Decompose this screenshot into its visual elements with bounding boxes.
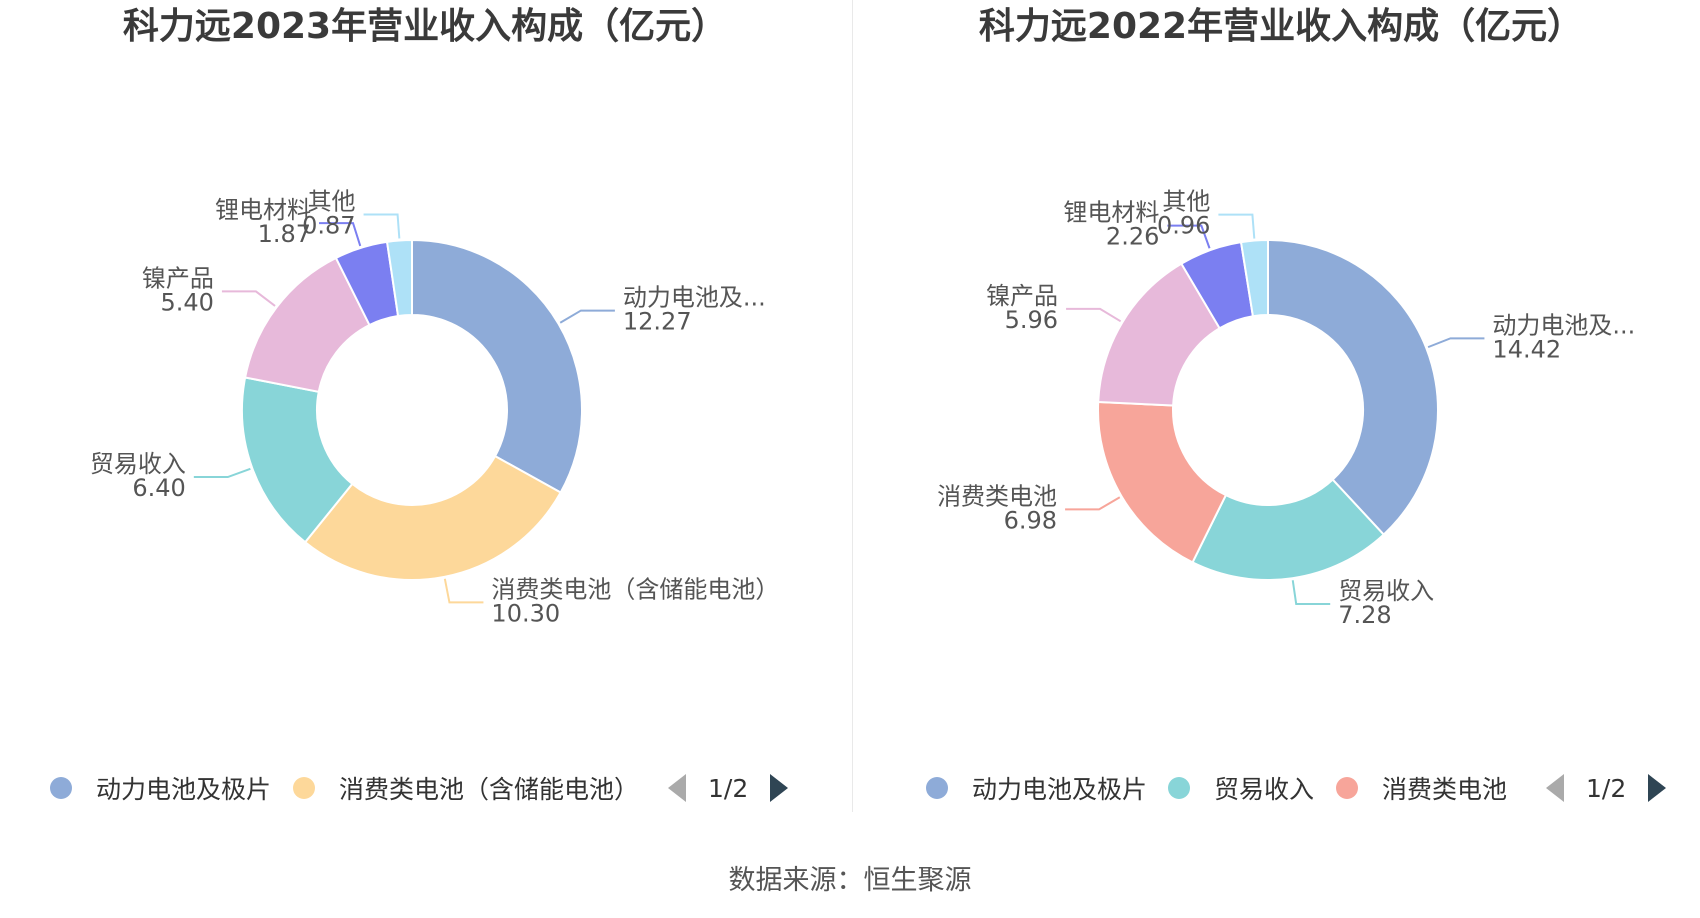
slice-value-label: 5.96	[1005, 306, 1058, 334]
slice-value-label: 10.30	[491, 599, 560, 627]
slice-label: 消费类电池	[937, 482, 1057, 510]
donut-slice[interactable]	[411, 238, 583, 494]
slice-value-label: 0.87	[302, 212, 355, 240]
legend-dot	[293, 777, 315, 799]
label-leader-line	[221, 290, 276, 307]
label-leader-line	[443, 578, 484, 604]
label-leader-line	[193, 467, 251, 479]
slice-value-label: 5.40	[160, 288, 213, 316]
legend-page-indicator: 1/2	[708, 773, 749, 803]
slice-value-label: 6.40	[132, 474, 185, 502]
legend-pager-2022: 1/2	[1546, 768, 1667, 808]
label-leader-line	[1065, 496, 1121, 511]
donut-slice[interactable]	[1267, 238, 1439, 536]
label-leader-line	[559, 309, 615, 324]
prev-page-icon[interactable]	[668, 774, 686, 802]
label-leader-line	[1291, 580, 1331, 605]
legend-label: 动力电池及极片	[96, 775, 272, 804]
legend-dot	[1336, 777, 1358, 799]
legend-pager-2023: 1/2	[668, 768, 789, 808]
panel-divider	[852, 0, 853, 812]
slice-label: 贸易收入	[1338, 577, 1434, 605]
slice-label: 动力电池及...	[623, 284, 766, 312]
legend-item-consumer-battery[interactable]: 消费类电池	[1336, 768, 1507, 808]
slice-label: 镍产品	[986, 282, 1058, 310]
slice-value-label: 0.96	[1157, 212, 1210, 240]
slice-value-label: 1.87	[258, 220, 311, 248]
prev-page-icon[interactable]	[1546, 774, 1564, 802]
legend-item-trade-income[interactable]: 贸易收入	[1168, 768, 1314, 808]
legend-dot	[926, 777, 948, 799]
slice-label: 动力电池及...	[1492, 311, 1635, 339]
slice-label: 镍产品	[142, 264, 214, 292]
slice-value-label: 14.42	[1492, 335, 1561, 363]
label-leader-line	[1167, 224, 1211, 249]
donut-slice[interactable]	[385, 238, 413, 318]
slice-label: 锂电材料	[1063, 199, 1159, 227]
slice-label: 其他	[1162, 188, 1210, 216]
donut-slice[interactable]	[1097, 400, 1228, 564]
legend-label: 动力电池及极片	[972, 775, 1148, 804]
legend-label: 消费类电池（含储能电池）	[339, 775, 640, 804]
legend-label: 贸易收入	[1214, 775, 1315, 804]
slice-value-label: 2.26	[1106, 223, 1159, 251]
slice-value-label: 7.28	[1338, 601, 1391, 629]
legend-item-power-battery[interactable]: 动力电池及极片	[926, 768, 1147, 808]
legend-dot	[50, 777, 72, 799]
label-leader-line	[1066, 307, 1122, 323]
legend-label: 消费类电池	[1382, 775, 1508, 804]
chart-title-2022: 科力远2022年营业收入构成（亿元）	[978, 6, 1584, 47]
legend-2023: 动力电池及极片 消费类电池（含储能电池） 1/2	[0, 768, 850, 808]
legend-item-consumer-battery[interactable]: 消费类电池（含储能电池）	[293, 768, 639, 808]
label-leader-line	[1427, 337, 1485, 349]
chart-title-2023: 科力远2023年营业收入构成（亿元）	[122, 6, 728, 47]
slice-label: 贸易收入	[90, 450, 186, 478]
donut-slice[interactable]	[1239, 238, 1269, 318]
next-page-icon[interactable]	[1648, 774, 1667, 802]
chart-panel-2023: 科力远2023年营业收入构成（亿元） 动力电池及... 12.27 消费类电池（含储…	[0, 0, 850, 830]
next-page-icon[interactable]	[770, 774, 789, 802]
slice-value-label: 12.27	[623, 308, 692, 336]
slice-label: 消费类电池（含储能电池）	[491, 575, 779, 603]
legend-dot	[1168, 777, 1190, 799]
label-leader-line	[319, 222, 362, 247]
label-leader-line	[1218, 213, 1256, 239]
legend-page-indicator: 1/2	[1586, 773, 1627, 803]
chart-panel-2022: 科力远2022年营业收入构成（亿元） 动力电池及... 14.42 贸易收入 7.28…	[856, 0, 1700, 830]
legend-item-power-battery[interactable]: 动力电池及极片	[50, 768, 271, 808]
slice-value-label: 6.98	[1004, 506, 1057, 534]
legend-2022: 动力电池及极片 贸易收入 消费类电池 1/2	[856, 768, 1700, 808]
label-leader-line	[363, 213, 401, 239]
slice-label: 其他	[308, 188, 356, 216]
slice-label: 锂电材料	[215, 196, 311, 224]
data-source: 数据来源：恒生聚源	[728, 865, 972, 896]
donut-slice[interactable]	[303, 454, 563, 581]
